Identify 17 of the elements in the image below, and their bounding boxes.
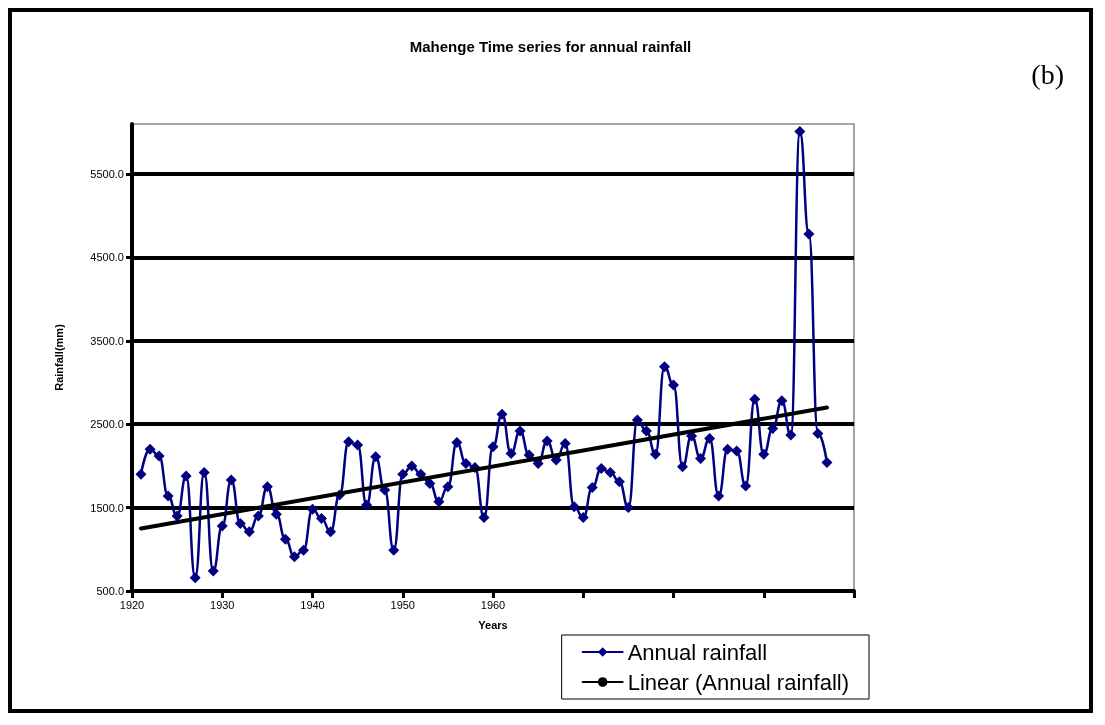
legend-label: Annual rainfall	[627, 639, 768, 665]
x-tick-label: 1960	[480, 598, 506, 611]
y-tick-label: 500.0	[96, 585, 124, 597]
y-tick-label: 5500.0	[90, 168, 124, 181]
text: (b)	[1031, 58, 1065, 90]
y-tick-label: 3500.0	[90, 334, 124, 347]
x-tick-label: 1930	[210, 598, 235, 611]
y-tick-label: 4500.0	[90, 251, 124, 264]
x-tick-label: 1920	[119, 598, 145, 611]
x-tick-label: 1940	[300, 598, 325, 611]
y-tick-label: 2500.0	[90, 418, 124, 431]
y-axis-title: Rainfall(mm)	[52, 323, 65, 391]
x-tick-label: 1950	[390, 598, 415, 611]
chart-title: Mahenge Time series for annual rainfall	[409, 38, 692, 55]
legend-label: Linear (Annual rainfall)	[627, 669, 849, 695]
y-tick-label: 1500.0	[90, 501, 124, 514]
x-axis-title: Years	[478, 618, 508, 631]
